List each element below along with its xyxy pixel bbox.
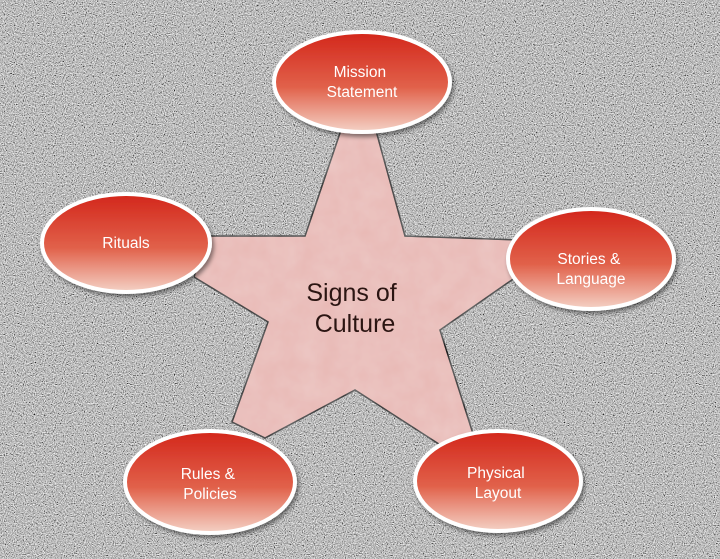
center-label-line-2: Culture (315, 310, 396, 338)
node-stories-language-line-1: Stories & (557, 251, 621, 268)
node-rules-policies-line-2: Policies (183, 486, 237, 503)
node-physical-layout-label: Physical Layout (467, 465, 529, 502)
node-stories-language (506, 207, 676, 311)
node-rituals-ellipse (40, 192, 212, 294)
node-rituals (40, 192, 212, 294)
node-mission-statement-line-2: Statement (327, 84, 398, 101)
node-physical-layout (413, 429, 583, 533)
node-stories-language-line-2: Language (557, 271, 626, 288)
node-stories-language-ellipse (506, 207, 676, 311)
node-rules-policies (123, 429, 297, 535)
node-stories-language-label: Stories & Language (557, 251, 626, 288)
node-mission-statement (272, 30, 452, 134)
node-physical-layout-ellipse (413, 429, 583, 533)
node-rules-policies-ellipse (123, 429, 297, 535)
node-rituals-line-1: Rituals (102, 235, 150, 252)
node-mission-statement-ellipse (272, 30, 452, 134)
center-label-line-1: Signs of (306, 279, 396, 307)
node-physical-layout-line-1: Physical (467, 465, 525, 482)
node-physical-layout-line-2: Layout (475, 485, 522, 502)
node-rules-policies-line-1: Rules & (181, 466, 236, 483)
node-rules-policies-label: Rules & Policies (181, 466, 240, 503)
node-rituals-label: Rituals (102, 235, 150, 252)
node-mission-statement-label: Mission Statement (327, 64, 398, 101)
center-label: Signs of Culture (306, 279, 403, 338)
node-mission-statement-line-1: Mission (334, 64, 387, 81)
